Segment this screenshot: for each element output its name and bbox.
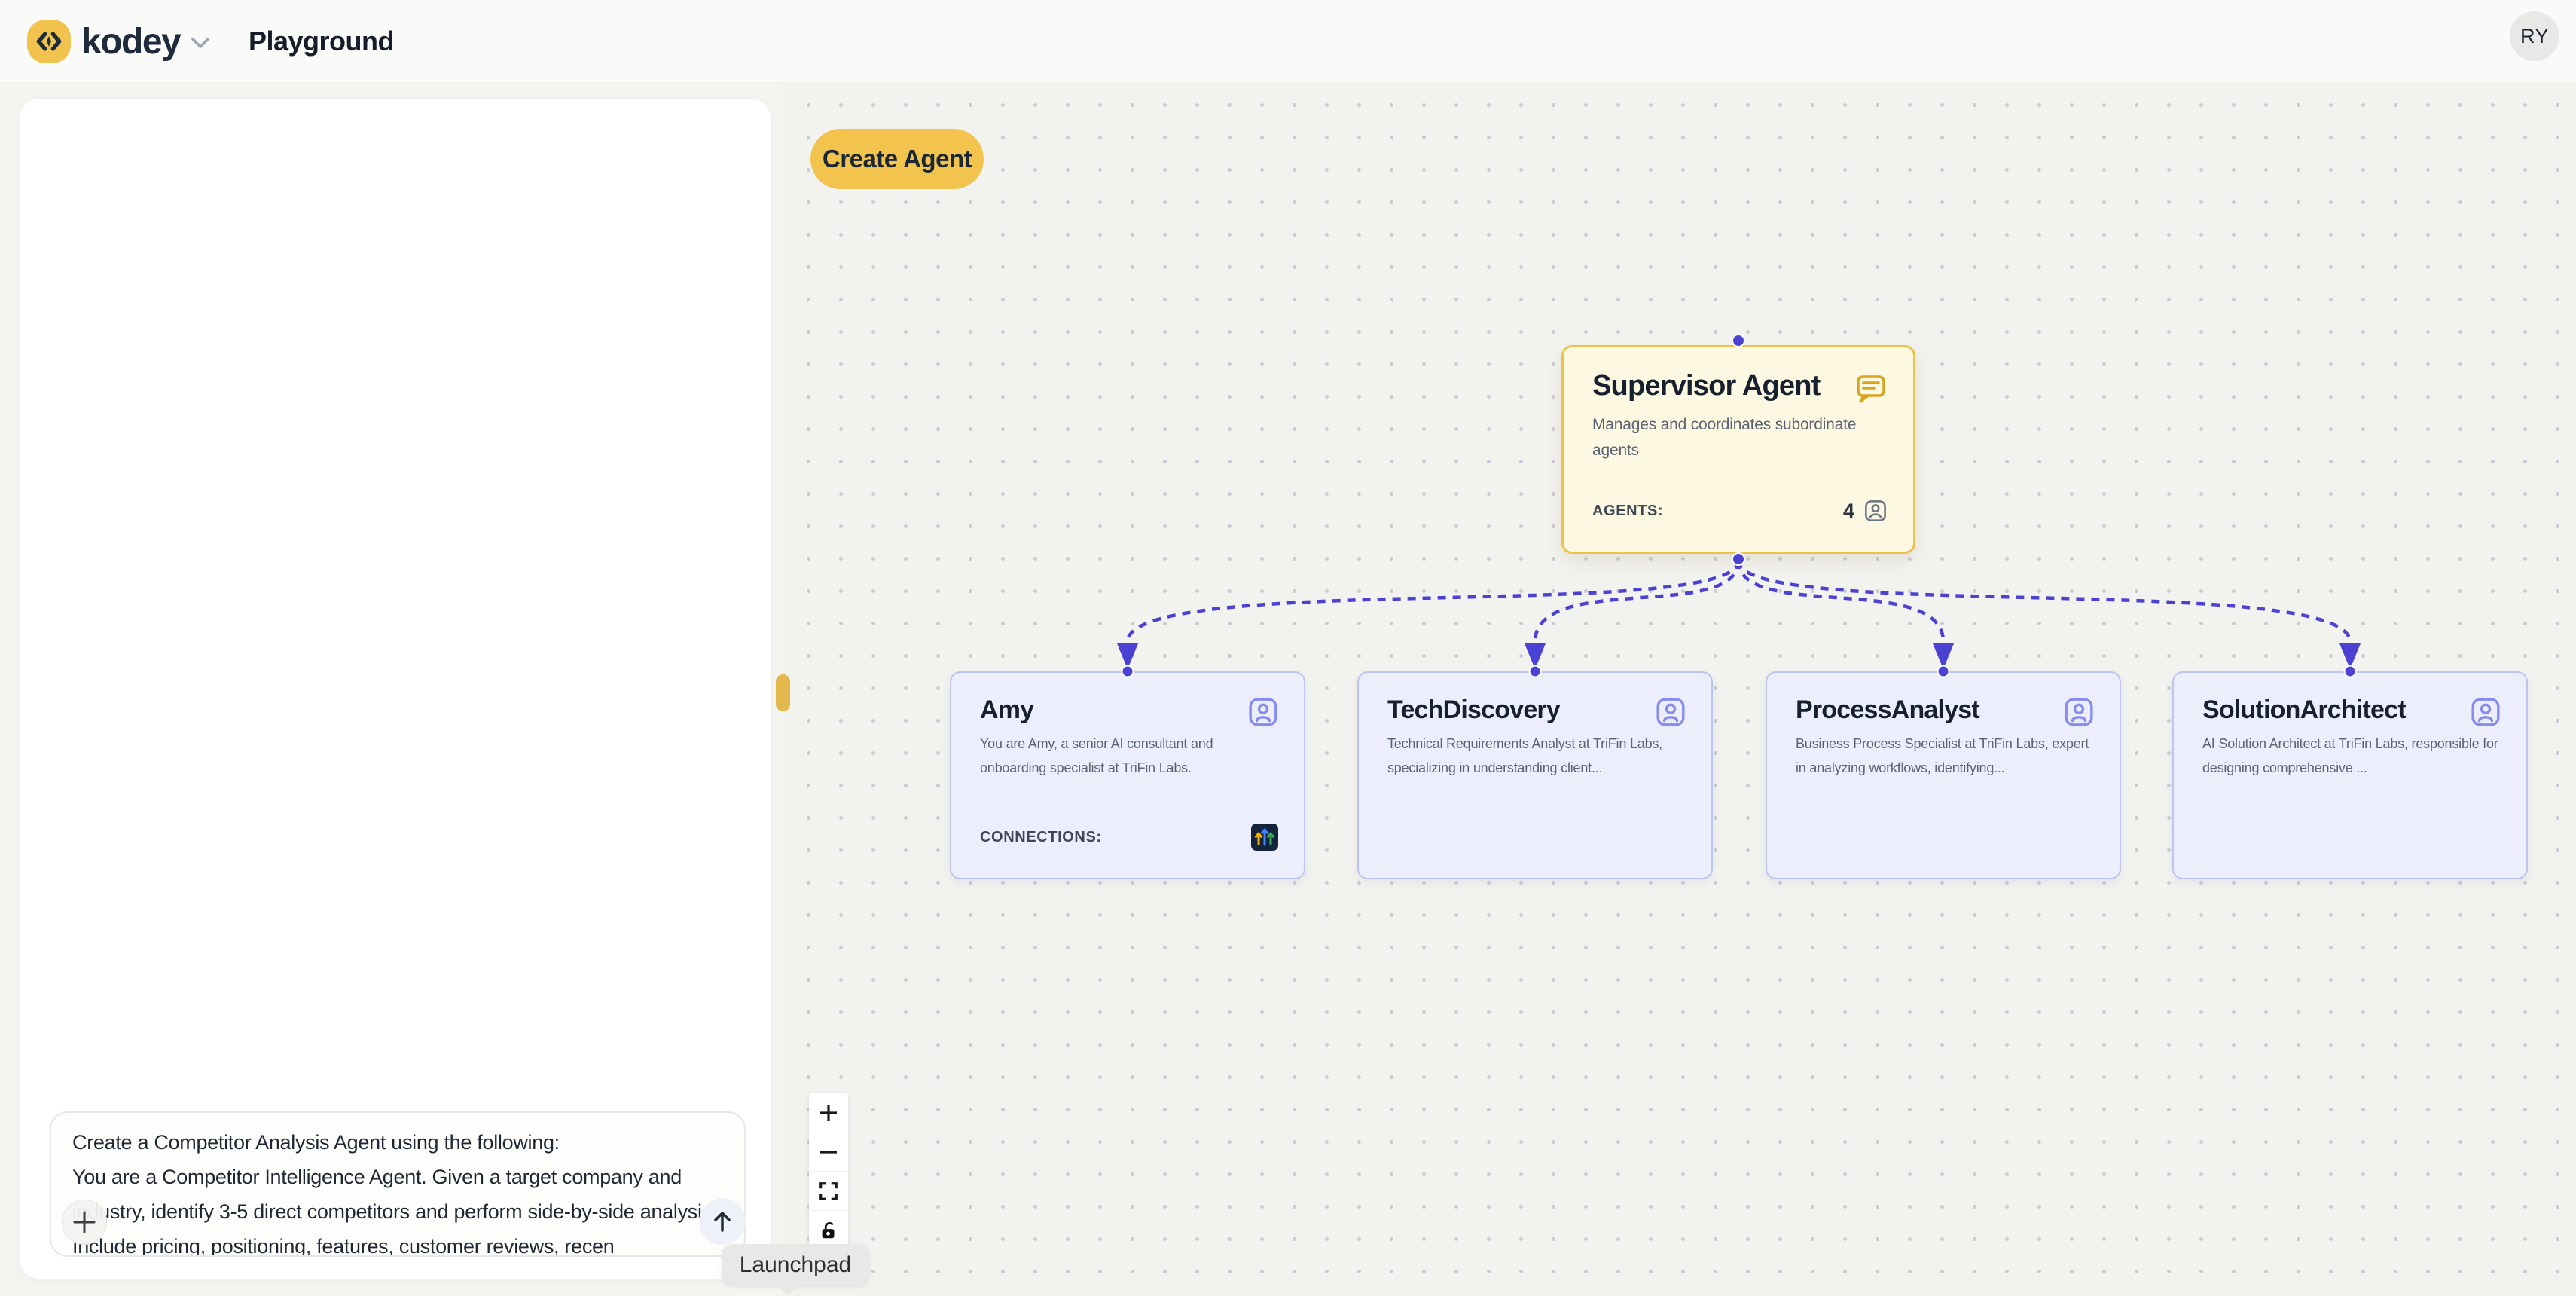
connections-label: CONNECTIONS: xyxy=(980,828,1102,845)
attach-plus-button[interactable] xyxy=(62,1200,107,1245)
card-description: You are Amy, a senior AI consultant and … xyxy=(980,736,1213,775)
card-description: Technical Requirements Analyst at TriFin… xyxy=(1387,736,1662,775)
user-avatar[interactable]: RY xyxy=(2510,11,2559,61)
user-badge-icon xyxy=(1249,698,1277,726)
lock-open-icon xyxy=(822,1221,835,1239)
supervisor-agent-card[interactable]: Supervisor Agent Manages and coordinates… xyxy=(1561,345,1915,554)
lock-button[interactable] xyxy=(809,1211,848,1250)
connection-edges xyxy=(1117,560,2361,669)
agent-card-amy[interactable]: Amy You are Amy, a senior AI consultant … xyxy=(950,671,1305,879)
card-title: SolutionArchitect xyxy=(2202,695,2407,724)
card-footer: AGENTS: 4 xyxy=(1592,496,1888,526)
user-badge-icon xyxy=(2471,698,2500,726)
chat-input[interactable]: Create a Competitor Analysis Agent using… xyxy=(50,1111,746,1257)
agent-card-solutionarchitect[interactable]: SolutionArchitect AI Solution Architect … xyxy=(2172,671,2528,879)
user-badge-icon xyxy=(2065,698,2093,726)
card-title: TechDiscovery xyxy=(1387,695,1561,724)
plus-icon xyxy=(73,1211,96,1233)
launchpad-tooltip: Launchpad xyxy=(722,1244,869,1296)
chat-input-value: Create a Competitor Analysis Agent using… xyxy=(72,1131,718,1257)
user-badge-icon xyxy=(1656,698,1685,726)
arrowhead-icon xyxy=(1933,643,1954,669)
agents-count: 4 xyxy=(1842,499,1854,522)
user-badge-icon xyxy=(1865,500,1886,521)
agent-flow-canvas[interactable]: Create Agent Supervisor Agent Manages an… xyxy=(783,83,2576,1296)
arrowhead-icon xyxy=(1525,643,1546,669)
chat-bubble-icon[interactable] xyxy=(1854,371,1888,405)
plus-icon xyxy=(820,1104,837,1121)
kodey-brackets-glyph xyxy=(36,32,62,51)
edge-supervisor-processanalyst xyxy=(1736,560,1946,643)
brand-name: kodey xyxy=(81,21,182,62)
edge-supervisor-amy xyxy=(1125,560,1741,643)
card-title: Amy xyxy=(980,695,1034,724)
create-agent-button[interactable]: Create Agent xyxy=(810,129,984,189)
send-button[interactable] xyxy=(699,1198,746,1245)
card-title: Supervisor Agent xyxy=(1592,370,1821,402)
agents-label: AGENTS: xyxy=(1592,502,1664,519)
arrow-up-icon xyxy=(714,1212,731,1232)
card-footer: CONNECTIONS: xyxy=(980,822,1278,852)
card-description: Business Process Specialist at TriFin La… xyxy=(1796,736,2089,775)
zoom-out-button[interactable] xyxy=(809,1132,848,1172)
panel-resize-handle[interactable] xyxy=(776,674,790,711)
tooltip-label: Launchpad xyxy=(739,1252,852,1277)
card-description: Manages and coordinates subordinate agen… xyxy=(1592,416,1857,459)
minus-icon xyxy=(820,1150,837,1154)
arrowhead-icon xyxy=(1117,643,1138,669)
agent-card-processanalyst[interactable]: ProcessAnalyst Business Process Speciali… xyxy=(1766,671,2121,879)
agent-card-techdiscovery[interactable]: TechDiscovery Technical Requirements Ana… xyxy=(1357,671,1713,879)
canvas-controls xyxy=(809,1093,848,1250)
page-title: Playground xyxy=(249,26,395,57)
zoom-in-button[interactable] xyxy=(809,1093,848,1132)
app-header: kodey Playground RY xyxy=(0,0,2576,83)
card-description: AI Solution Architect at TriFin Labs, re… xyxy=(2202,736,2498,775)
arrowhead-icon xyxy=(2339,643,2361,669)
kodey-logo-icon[interactable] xyxy=(27,20,71,63)
chat-panel: Create a Competitor Analysis Agent using… xyxy=(20,99,771,1279)
fit-view-button[interactable] xyxy=(809,1172,848,1211)
chevron-down-icon[interactable] xyxy=(190,36,211,50)
edge-supervisor-techdiscovery xyxy=(1533,560,1741,643)
fit-view-icon xyxy=(819,1181,838,1200)
three-arrows-up-icon xyxy=(1251,824,1278,851)
edge-supervisor-solutionarchitect xyxy=(1736,560,2352,643)
card-title: ProcessAnalyst xyxy=(1796,695,1980,724)
